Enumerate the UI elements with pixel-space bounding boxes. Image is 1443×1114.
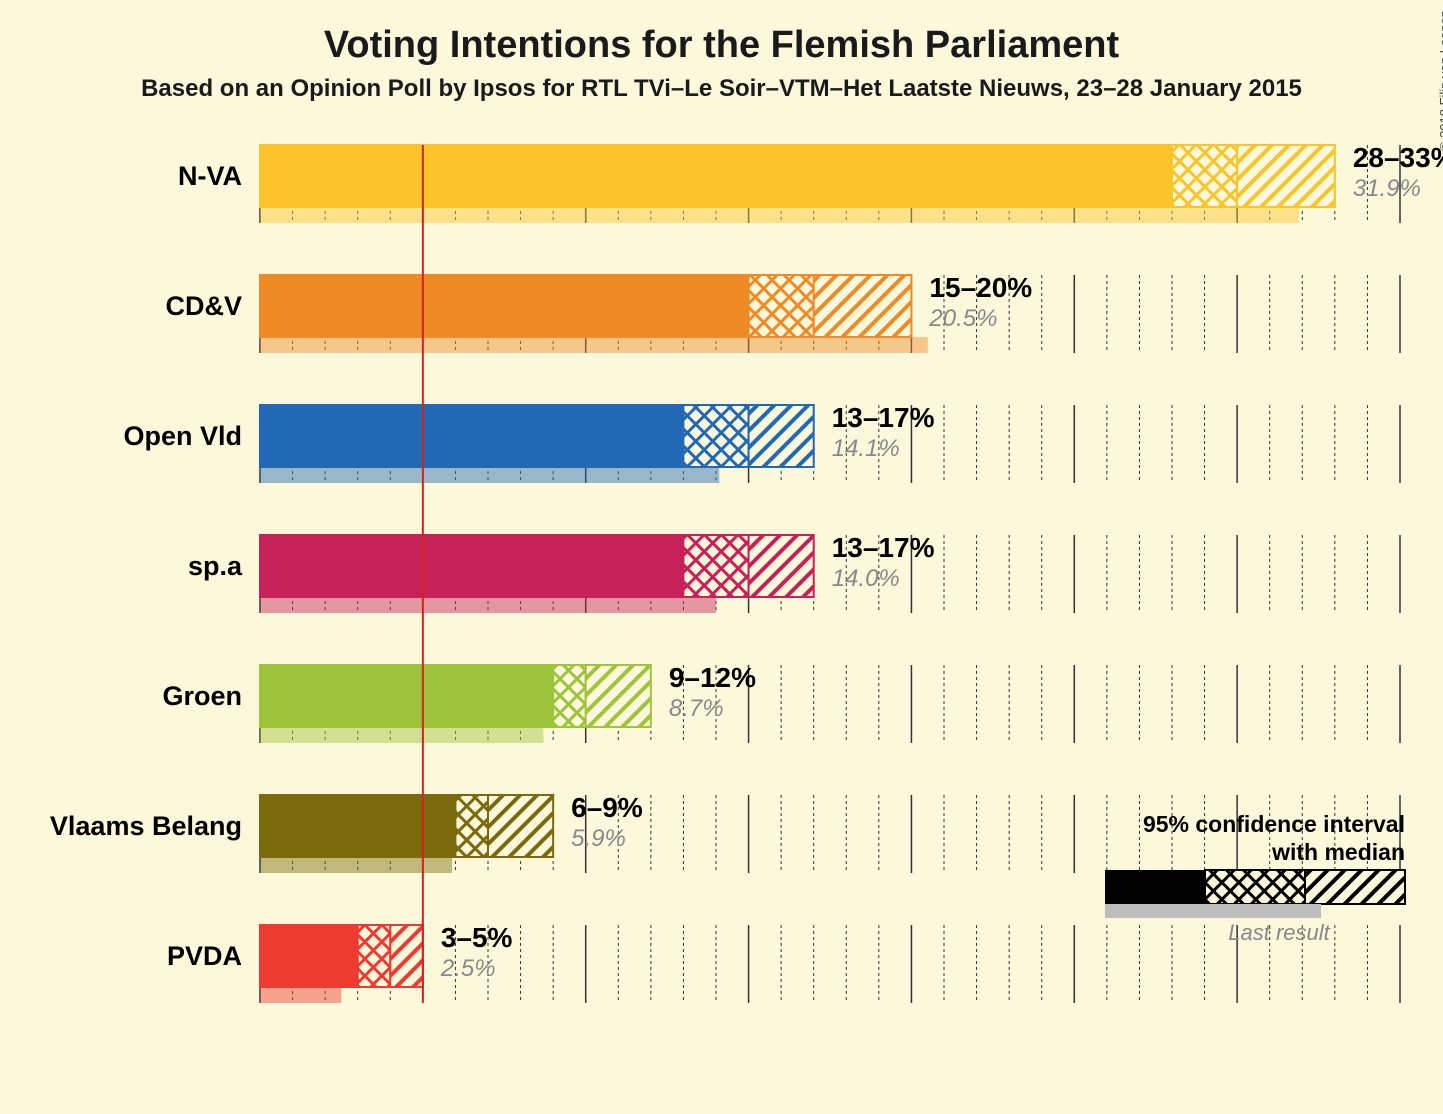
party-label: Groen: [162, 681, 242, 711]
last-result-label: 14.0%: [832, 565, 900, 592]
ci-bar-diagonal: [586, 665, 651, 727]
last-result-bar: [260, 597, 716, 613]
ci-bar-diagonal: [749, 535, 814, 597]
range-label: 13–17%: [832, 402, 935, 433]
ci-bar-crosshatch: [1172, 145, 1237, 207]
range-label: 15–20%: [929, 272, 1032, 303]
last-result-bar: [260, 727, 543, 743]
ci-bar-solid: [260, 535, 683, 597]
ci-bar-solid: [260, 275, 749, 337]
svg-text:with median: with median: [1271, 839, 1405, 865]
ci-bar-crosshatch: [683, 535, 748, 597]
last-result-label: 8.7%: [669, 695, 724, 722]
party-label: N-VA: [178, 161, 242, 191]
last-result-label: 2.5%: [440, 955, 496, 982]
party-label: Vlaams Belang: [50, 811, 242, 841]
range-label: 13–17%: [832, 532, 935, 563]
last-result-bar: [260, 207, 1299, 223]
last-result-label: 31.9%: [1353, 175, 1421, 202]
legend-last-label: Last result: [1228, 920, 1330, 945]
ci-bar-diagonal: [814, 275, 912, 337]
party-label: CD&V: [165, 291, 242, 321]
ci-bar-crosshatch: [683, 405, 748, 467]
ci-bar-solid: [260, 665, 553, 727]
range-label: 28–33%: [1353, 142, 1443, 173]
ci-bar-crosshatch: [553, 665, 586, 727]
last-result-label: 5.9%: [571, 825, 626, 852]
copyright-text: © 2018 Filip van Laenen: [1437, 10, 1443, 151]
party-label: sp.a: [188, 551, 243, 581]
party-label: Open Vld: [123, 421, 242, 451]
ci-bar-crosshatch: [455, 795, 488, 857]
ci-bar-solid: [260, 925, 358, 987]
last-result-label: 20.5%: [928, 305, 997, 332]
ci-bar-solid: [260, 795, 455, 857]
ci-bar-diagonal: [390, 925, 423, 987]
ci-bar-diagonal: [749, 405, 814, 467]
ci-bar-diagonal: [488, 795, 553, 857]
last-result-bar: [260, 467, 719, 483]
range-label: 3–5%: [441, 922, 513, 953]
range-label: 9–12%: [669, 662, 756, 693]
svg-text:95% confidence interval: 95% confidence interval: [1143, 811, 1405, 837]
party-label: PVDA: [167, 941, 242, 971]
range-label: 6–9%: [571, 792, 643, 823]
ci-bar-solid: [260, 145, 1172, 207]
ci-bar-crosshatch: [749, 275, 814, 337]
last-result-bar: [260, 337, 928, 353]
ci-bar-solid: [260, 405, 683, 467]
last-result-label: 14.1%: [832, 435, 900, 462]
legend: 95% confidence intervalwith median Last r…: [1105, 811, 1405, 945]
ci-bar-crosshatch: [358, 925, 391, 987]
ci-bar-diagonal: [1237, 145, 1335, 207]
voting-chart: N-VA 28–33%31.9% CD&V 15–20%20.5% Open Vld 13…: [0, 0, 1443, 1114]
last-result-bar: [260, 987, 341, 1003]
